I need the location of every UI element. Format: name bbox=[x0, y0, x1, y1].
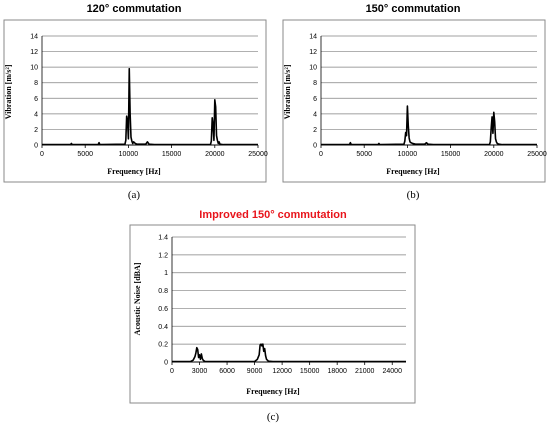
chart-b-caption: (b) bbox=[407, 189, 420, 201]
chart-a-xtick-label: 5000 bbox=[77, 151, 93, 158]
chart-a-ytick-label: 14 bbox=[30, 34, 38, 41]
chart-c-ylabel: Acoustic Noise [dBA] bbox=[133, 262, 142, 335]
chart-b-xtick-label: 25000 bbox=[527, 151, 547, 158]
chart-c-caption: (c) bbox=[267, 411, 280, 423]
chart-b-xtick-label: 5000 bbox=[356, 151, 372, 158]
chart-a-xtick-label: 15000 bbox=[162, 151, 182, 158]
chart-a-xtick-label: 20000 bbox=[205, 151, 225, 158]
chart-a-ytick-label: 8 bbox=[34, 80, 38, 87]
chart-c-xtick-label: 0 bbox=[170, 368, 174, 375]
chart-b-xtick-label: 10000 bbox=[398, 151, 418, 158]
chart-b-plot: 0 2 4 6 8 10 12 14 0 5000 10000 15000 20000 25000 bbox=[309, 34, 547, 159]
chart-c: Improved 150° commutation 0 0.2 0.4 0.6 0.8 1… bbox=[129, 209, 416, 423]
chart-c-xtick-label: 18000 bbox=[327, 368, 347, 375]
chart-c-plot: 0 0.2 0.4 0.6 0.8 1 1.2 1.4 0 3000 6000 9000 12000 15… bbox=[158, 235, 406, 375]
chart-c-xtick-label: 24000 bbox=[383, 368, 403, 375]
chart-c-ytick-label: 0.6 bbox=[158, 306, 168, 313]
chart-b-ytick-label: 8 bbox=[313, 80, 317, 87]
chart-a-plot: 0 2 4 6 8 10 12 14 0 5000 10000 15000 20000 25000 bbox=[30, 34, 268, 159]
chart-a-title: 120° commutation bbox=[87, 3, 182, 15]
chart-a: 120° commutation 0 2 4 6 8 10 12 14 0 5000 10000 15… bbox=[3, 3, 268, 201]
chart-c-series-line bbox=[172, 343, 406, 363]
chart-a-ytick-label: 6 bbox=[34, 96, 38, 103]
chart-b: 150° commutation 0 2 4 6 8 10 12 14 0 5000 10000 15… bbox=[282, 3, 547, 201]
chart-a-xtick-label: 0 bbox=[40, 151, 44, 158]
chart-b-ytick-label: 4 bbox=[313, 111, 317, 118]
chart-b-ytick-label: 12 bbox=[309, 49, 317, 56]
chart-a-ytick-label: 4 bbox=[34, 111, 38, 118]
chart-b-ylabel: Vibration [m/s²] bbox=[283, 64, 292, 119]
chart-b-xtick-label: 15000 bbox=[441, 151, 461, 158]
chart-a-caption: (a) bbox=[128, 189, 141, 201]
chart-a-ytick-label: 0 bbox=[34, 143, 38, 150]
chart-a-ytick-label: 2 bbox=[34, 127, 38, 134]
chart-a-ytick-label: 10 bbox=[30, 65, 38, 72]
chart-c-title: Improved 150° commutation bbox=[199, 209, 347, 221]
chart-c-xtick-label: 12000 bbox=[272, 368, 292, 375]
chart-c-xtick-label: 15000 bbox=[300, 368, 320, 375]
chart-c-ytick-label: 1.4 bbox=[158, 235, 168, 242]
chart-b-ytick-label: 2 bbox=[313, 127, 317, 134]
chart-b-ytick-label: 0 bbox=[313, 143, 317, 150]
chart-c-xtick-label: 3000 bbox=[192, 368, 208, 375]
chart-c-ytick-label: 0.4 bbox=[158, 324, 168, 331]
chart-c-xlabel: Frequency [Hz] bbox=[246, 387, 300, 396]
chart-b-ytick-label: 10 bbox=[309, 65, 317, 72]
chart-c-xtick-label: 9000 bbox=[247, 368, 263, 375]
chart-c-xtick-label: 21000 bbox=[355, 368, 375, 375]
chart-a-xlabel: Frequency [Hz] bbox=[107, 167, 161, 176]
chart-b-ytick-label: 6 bbox=[313, 96, 317, 103]
chart-a-xtick-label: 25000 bbox=[248, 151, 268, 158]
chart-a-xtick-label: 10000 bbox=[119, 151, 139, 158]
chart-b-xlabel: Frequency [Hz] bbox=[386, 167, 440, 176]
chart-b-xtick-label: 20000 bbox=[484, 151, 504, 158]
chart-b-series-line bbox=[321, 105, 537, 146]
chart-c-ytick-label: 0.8 bbox=[158, 288, 168, 295]
chart-b-frame bbox=[282, 19, 546, 183]
chart-c-ytick-label: 1 bbox=[164, 270, 168, 277]
chart-a-ylabel: Vibration [m/s²] bbox=[4, 64, 13, 119]
chart-c-ytick-label: 0 bbox=[164, 360, 168, 367]
chart-b-xtick-label: 0 bbox=[319, 151, 323, 158]
chart-a-ytick-label: 12 bbox=[30, 49, 38, 56]
chart-c-frame bbox=[129, 224, 416, 404]
chart-b-ytick-label: 14 bbox=[309, 34, 317, 41]
chart-b-title: 150° commutation bbox=[366, 3, 461, 15]
chart-c-ytick-label: 1.2 bbox=[158, 252, 168, 259]
chart-c-xtick-label: 6000 bbox=[219, 368, 235, 375]
chart-a-frame bbox=[3, 19, 267, 183]
chart-a-series-line bbox=[42, 67, 258, 146]
chart-c-ytick-label: 0.2 bbox=[158, 342, 168, 349]
